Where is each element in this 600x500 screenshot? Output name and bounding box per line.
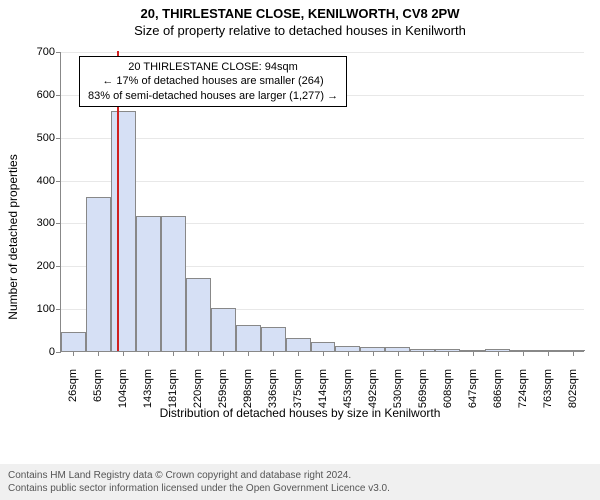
xtick-mark <box>448 351 449 356</box>
xtick-mark <box>573 351 574 356</box>
histogram-bar <box>186 278 211 351</box>
xtick-mark <box>473 351 474 356</box>
xtick-label: 686sqm <box>492 363 504 408</box>
xtick-label: 336sqm <box>267 363 279 408</box>
ytick-label: 700 <box>37 46 61 58</box>
xtick-mark <box>498 351 499 356</box>
histogram-bar <box>111 111 136 351</box>
xtick-mark <box>348 351 349 356</box>
footer: Contains HM Land Registry data © Crown c… <box>0 464 600 500</box>
xtick-label: 569sqm <box>417 363 429 408</box>
xtick-label: 259sqm <box>217 363 229 408</box>
ytick-label: 100 <box>37 303 61 315</box>
xtick-label: 453sqm <box>342 363 354 408</box>
xtick-label: 65sqm <box>92 363 104 402</box>
xtick-label: 608sqm <box>442 363 454 408</box>
xtick-mark <box>523 351 524 356</box>
ytick-label: 400 <box>37 175 61 187</box>
xtick-label: 181sqm <box>167 363 179 408</box>
histogram-bar <box>311 342 336 351</box>
gridline <box>61 52 584 53</box>
plot-area: 010020030040050060070026sqm65sqm104sqm14… <box>60 52 584 352</box>
xtick-mark <box>373 351 374 356</box>
annotation-line1: 20 THIRLESTANE CLOSE: 94sqm <box>88 60 338 74</box>
xtick-mark <box>198 351 199 356</box>
histogram-bar <box>236 325 261 351</box>
xtick-mark <box>248 351 249 356</box>
page-subtitle: Size of property relative to detached ho… <box>0 21 600 42</box>
ytick-label: 200 <box>37 260 61 272</box>
xtick-mark <box>98 351 99 356</box>
histogram-bar <box>136 216 161 351</box>
xtick-mark <box>298 351 299 356</box>
xtick-label: 802sqm <box>567 363 579 408</box>
annotation-box: 20 THIRLESTANE CLOSE: 94sqm ← 17% of det… <box>79 56 347 107</box>
xtick-label: 104sqm <box>117 363 129 408</box>
xtick-label: 492sqm <box>367 363 379 408</box>
annotation-line2: ← 17% of detached houses are smaller (26… <box>88 74 338 88</box>
ytick-label: 300 <box>37 217 61 229</box>
ytick-label: 0 <box>49 346 61 358</box>
annotation-line3: 83% of semi-detached houses are larger (… <box>88 89 338 103</box>
gridline <box>61 181 584 182</box>
xtick-label: 530sqm <box>392 363 404 408</box>
histogram-bar <box>86 197 111 351</box>
xtick-label: 143sqm <box>142 363 154 408</box>
gridline <box>61 138 584 139</box>
xtick-label: 298sqm <box>242 363 254 408</box>
xtick-mark <box>223 351 224 356</box>
histogram-bar <box>161 216 186 351</box>
xtick-mark <box>323 351 324 356</box>
xtick-mark <box>73 351 74 356</box>
ytick-label: 500 <box>37 132 61 144</box>
xtick-mark <box>173 351 174 356</box>
chart-container: Number of detached properties 0100200300… <box>0 44 600 430</box>
y-axis-label: Number of detached properties <box>6 154 20 319</box>
xtick-label: 26sqm <box>67 363 79 402</box>
xtick-mark <box>423 351 424 356</box>
xtick-label: 724sqm <box>517 363 529 408</box>
histogram-bar <box>211 308 236 351</box>
ytick-label: 600 <box>37 89 61 101</box>
xtick-label: 647sqm <box>467 363 479 408</box>
xtick-mark <box>548 351 549 356</box>
xtick-label: 414sqm <box>317 363 329 408</box>
footer-line2: Contains public sector information licen… <box>8 482 592 495</box>
xtick-label: 220sqm <box>192 363 204 408</box>
page-title: 20, THIRLESTANE CLOSE, KENILWORTH, CV8 2… <box>0 0 600 21</box>
xtick-mark <box>148 351 149 356</box>
x-axis-label: Distribution of detached houses by size … <box>0 406 600 420</box>
xtick-label: 375sqm <box>292 363 304 408</box>
xtick-mark <box>123 351 124 356</box>
xtick-mark <box>398 351 399 356</box>
histogram-bar <box>261 327 286 351</box>
histogram-bar <box>61 332 86 351</box>
histogram-bar <box>286 338 311 351</box>
xtick-label: 763sqm <box>542 363 554 408</box>
footer-line1: Contains HM Land Registry data © Crown c… <box>8 469 592 482</box>
xtick-mark <box>273 351 274 356</box>
